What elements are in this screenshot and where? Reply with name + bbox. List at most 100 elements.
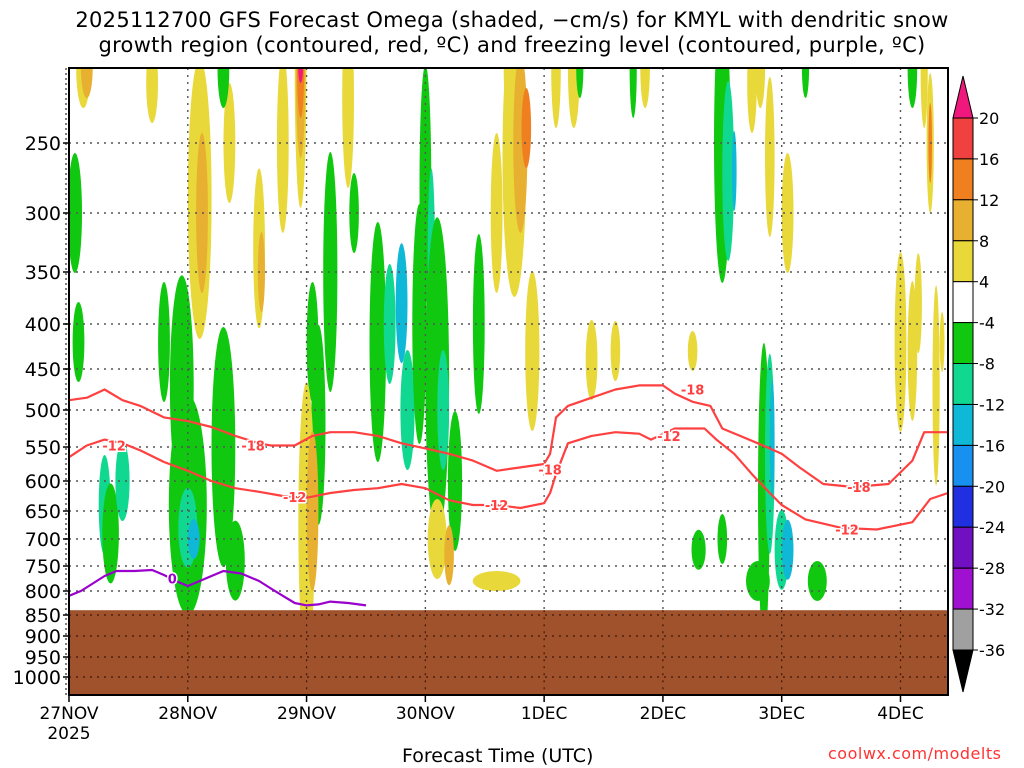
colorbar-label: -28 (979, 559, 1005, 578)
omega-shade-patch (747, 68, 757, 133)
colorbar-bin (952, 485, 974, 528)
omega-shade-patch (691, 529, 706, 570)
x-tick-label: 2DEC (640, 704, 687, 724)
colorbar-bin (952, 608, 974, 651)
y-tick-label: 450 (25, 359, 61, 381)
colorbar-bin (952, 404, 974, 446)
colorbar-bin (952, 322, 974, 365)
y-tick-label: 1000 (13, 667, 61, 689)
colorbar-label: 12 (979, 191, 999, 210)
y-tick-label: 650 (25, 501, 61, 523)
omega-shade-patch (920, 68, 928, 128)
omega-shade-patch (722, 81, 735, 261)
omega-shade-patch (765, 77, 775, 237)
plot-frame (68, 67, 949, 696)
colorbar-bin (952, 526, 974, 569)
omega-shade-patch (472, 571, 521, 591)
omega-shade-patch (223, 83, 236, 203)
x-tick-label: 28NOV (158, 704, 217, 724)
omega-shade-patch (257, 232, 265, 312)
colorbar-label: -20 (979, 477, 1005, 496)
y-tick-label: 700 (25, 529, 61, 551)
x-axis-title: Forecast Time (UTC) (402, 745, 594, 767)
omega-shade-patch (395, 243, 408, 364)
omega-shade-patch (146, 68, 158, 123)
x-tick-label: 29NOV (277, 704, 336, 724)
y-tick-label: 350 (25, 262, 61, 284)
colorbar-label: 16 (979, 150, 999, 169)
y-tick-label: 400 (25, 314, 61, 336)
x-start-year-label: 2025 (47, 724, 90, 744)
dgz-contour-label: -12 (835, 524, 859, 539)
colorbar-bin (952, 240, 974, 283)
omega-shade-patch (80, 68, 93, 98)
omega-shade-patch (298, 68, 303, 83)
omega-shade-patch (576, 68, 584, 98)
omega-shade-patch (102, 483, 119, 584)
y-tick-label: 800 (25, 581, 61, 603)
omega-shading (69, 68, 945, 663)
chart-title-line-1: 2025112700 GFS Forecast Omega (shaded, −… (75, 8, 949, 32)
omega-shade-patch (769, 379, 775, 500)
colorbar-bin (952, 199, 974, 242)
omega-shade-patch (225, 520, 245, 601)
omega-shade-patch (69, 153, 82, 273)
omega-shade-patch (746, 561, 770, 601)
omega-shade-patch (115, 441, 130, 521)
colorbar-bottom-triangle (952, 649, 974, 693)
omega-shade-patch (323, 152, 338, 392)
omega-shade-patch (427, 499, 447, 579)
colorbar-label: -12 (979, 396, 1005, 415)
y-tick-label: 900 (25, 626, 61, 648)
below-ground-mask (69, 610, 948, 695)
omega-shade-patch (437, 350, 450, 470)
dgz-contour-label: -18 (681, 384, 705, 399)
omega-shade-patch (585, 320, 598, 400)
x-tick-label: 1DEC (521, 704, 568, 724)
y-tick-label: 500 (25, 400, 61, 422)
y-tick-label: 750 (25, 556, 61, 578)
freezing-level-contour (69, 568, 367, 607)
dgz-contour-label: -12 (485, 499, 509, 514)
omega-shade-patch (342, 68, 354, 188)
colorbar-label: 20 (979, 109, 999, 128)
dgz-contour (69, 427, 948, 531)
omega-shade-patch (907, 68, 918, 108)
dgz-contour-label: -18 (241, 440, 265, 455)
omega-shade-patch (640, 68, 650, 108)
omega-shade-patch (629, 68, 637, 118)
omega-shade-patch (907, 281, 918, 421)
omega-shade-patch (383, 264, 396, 384)
y-tick-label: 250 (25, 133, 61, 155)
x-tick-label: 27NOV (39, 704, 98, 724)
omega-shade-patch (731, 131, 737, 211)
colorbar-top-triangle (952, 75, 974, 119)
x-axis: 27NOV 28NOV 29NOV 30NOV 1DEC 2DEC 3DEC 4DEC 2025 (39, 695, 924, 744)
freezing-level-contour-label: 0 (168, 573, 177, 588)
omega-shade-patch (187, 519, 200, 559)
omega-shade-patch (444, 525, 454, 586)
x-tick-label: 4DEC (877, 704, 924, 724)
omega-shade-patch (914, 253, 922, 354)
omega-shade-patch (521, 88, 532, 168)
credit-link[interactable]: coolwx.com/modelts (828, 744, 1002, 763)
colorbar-label: -32 (979, 600, 1005, 619)
omega-shade-patch (525, 271, 540, 431)
omega-shade-patch (807, 561, 827, 601)
colorbar-bin (952, 567, 974, 610)
y-tick-label: 850 (25, 605, 61, 627)
colorbar-label: 4 (979, 273, 989, 292)
omega-shade-patch (932, 285, 940, 486)
omega-shade-patch (217, 68, 230, 108)
colorbar: 20 16 12 8 4 -4 -8 -12 -16 -20 -24 -28 -32 -36 (952, 75, 1005, 693)
omega-shade-patch (297, 68, 305, 118)
omega-shade-patch (349, 173, 359, 253)
omega-shade-patch (72, 302, 85, 382)
colorbar-label: 8 (979, 232, 989, 251)
colorbar-label: -4 (979, 314, 995, 333)
omega-shade-patch (551, 68, 561, 128)
dgz-contour (69, 384, 948, 489)
omega-shade-patch (717, 514, 728, 564)
y-tick-label: 950 (25, 647, 61, 669)
